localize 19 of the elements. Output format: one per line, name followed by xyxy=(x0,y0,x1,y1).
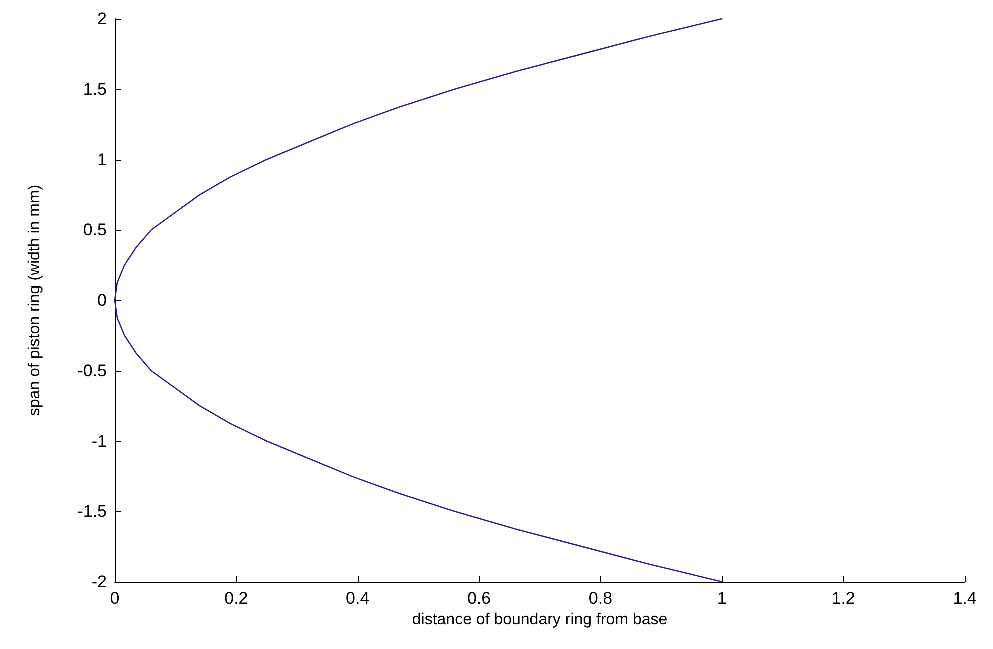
x-tick-label: 1.4 xyxy=(953,589,977,608)
y-tick-label: 1 xyxy=(98,150,107,170)
x-tick-label: 0.6 xyxy=(467,589,492,608)
y-tick-label: -2 xyxy=(92,572,107,592)
x-tick-label: 0.2 xyxy=(224,589,248,608)
y-tick-label: 0 xyxy=(98,291,107,310)
y-tick-label: 0.5 xyxy=(83,220,107,240)
y-tick-label: -1.5 xyxy=(78,502,107,522)
x-tick-label: 1.2 xyxy=(832,589,856,608)
x-tick-label: 0.8 xyxy=(588,589,613,608)
x-tick-label: 0 xyxy=(110,589,120,608)
y-tick-label: 2 xyxy=(98,10,107,28)
x-tick-label: 0.4 xyxy=(346,589,370,608)
y-tick-label: -1 xyxy=(92,432,107,451)
y-axis-title: span of piston ring (width in mm) xyxy=(26,184,44,416)
x-tick-label: 1 xyxy=(717,589,727,608)
y-tick-label: 1.5 xyxy=(83,80,107,99)
y-tick-label: -0.5 xyxy=(78,361,107,380)
x-axis-title: distance of boundary ring from base xyxy=(412,612,668,628)
